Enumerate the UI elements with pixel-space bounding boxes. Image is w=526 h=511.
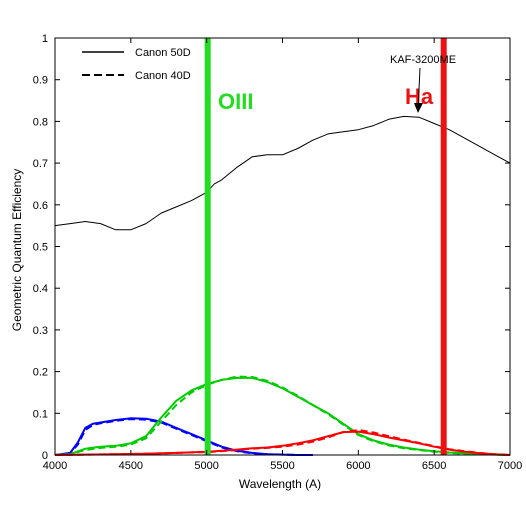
x-tick-label: 4000 xyxy=(43,460,67,472)
y-tick-label: 1 xyxy=(42,33,48,45)
y-axis-label: Geometric Quantum Efficiency xyxy=(10,169,24,332)
x-tick-label: 5500 xyxy=(270,460,294,472)
emission-line-ha xyxy=(440,38,447,455)
series-line-0 xyxy=(54,115,511,231)
x-tick-label: 6000 xyxy=(346,460,370,472)
legend-label-canon-50d: Canon 50D xyxy=(135,47,191,59)
oiii-label: OIII xyxy=(218,89,253,114)
series-line-1 xyxy=(54,417,313,456)
tick-layer: 4000 4500 5000 5500 6000 6500 7000 0 0.1 0.2 0.3 0.… xyxy=(33,33,523,472)
x-tick-label: 5000 xyxy=(194,460,218,472)
legend: Canon 50D Canon 40D xyxy=(82,47,191,82)
y-tick-label: 0.1 xyxy=(33,408,48,420)
kaf-annotation-label: KAF-3200ME xyxy=(390,54,456,66)
x-tick-label: 7000 xyxy=(498,460,522,472)
x-tick-label: 6500 xyxy=(422,460,446,472)
y-tick-label: 0.7 xyxy=(33,158,48,170)
y-tick-label: 0.8 xyxy=(33,116,48,128)
y-tick-label: 0 xyxy=(42,450,48,462)
y-tick-label: 0.6 xyxy=(33,200,48,212)
legend-label-canon-40d: Canon 40D xyxy=(135,70,191,82)
kaf-annotation: KAF-3200ME xyxy=(390,54,456,113)
y-tick-label: 0.5 xyxy=(33,242,48,254)
y-tick-label: 0.3 xyxy=(33,325,48,337)
x-axis-label: Wavelength (A) xyxy=(239,477,321,491)
series-line-2 xyxy=(54,418,313,456)
kaf-annotation-arrowhead xyxy=(414,103,423,113)
y-tick-label: 0.9 xyxy=(33,75,48,87)
emission-lines-layer xyxy=(204,38,447,455)
plot-area xyxy=(55,38,510,455)
emission-line-oiii xyxy=(204,38,211,455)
y-tick-label: 0.4 xyxy=(33,283,48,295)
y-tick-label: 0.2 xyxy=(33,367,48,379)
series-line-6 xyxy=(54,429,511,456)
x-tick-label: 4500 xyxy=(119,460,143,472)
